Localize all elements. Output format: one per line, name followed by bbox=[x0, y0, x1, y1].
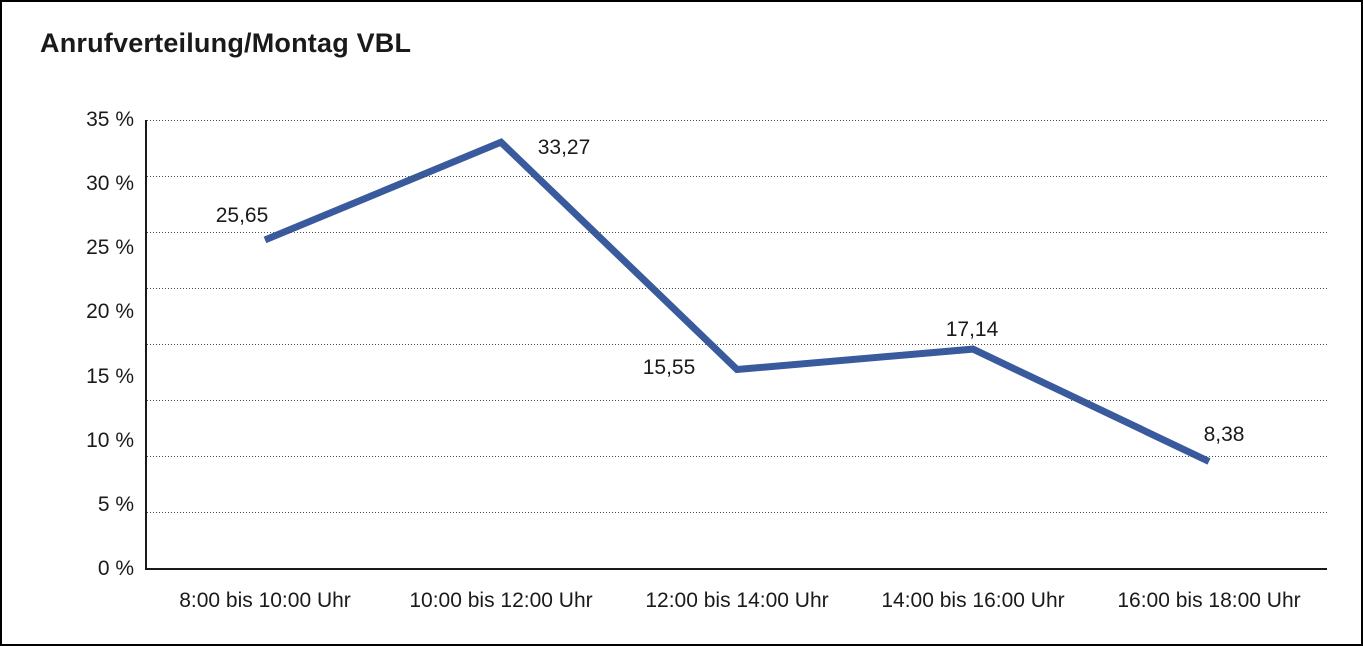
y-axis-tick-label: 10 % bbox=[86, 428, 134, 452]
y-gridline bbox=[147, 400, 1327, 402]
y-gridline bbox=[147, 175, 1327, 177]
y-gridline bbox=[147, 119, 1327, 121]
y-gridline bbox=[147, 456, 1327, 458]
line-series bbox=[263, 138, 1211, 465]
data-point-label: 33,27 bbox=[537, 136, 591, 160]
chart-title: Anrufverteilung/Montag VBL bbox=[40, 28, 412, 58]
x-axis-category-label: 10:00 bis 12:00 Uhr bbox=[409, 589, 593, 612]
plot-area: 25,65 33,27 15,55 17,14 8,38 bbox=[145, 119, 1327, 570]
y-gridline bbox=[147, 512, 1327, 514]
x-axis-category-label: 8:00 bis 10:00 Uhr bbox=[179, 589, 351, 612]
x-axis-category-label: 14:00 bis 16:00 Uhr bbox=[881, 589, 1065, 612]
y-axis-tick-label: 0 % bbox=[97, 557, 134, 580]
y-axis-tick-label: 15 % bbox=[86, 364, 134, 388]
y-gridline bbox=[147, 344, 1327, 345]
data-point-label: 15,55 bbox=[642, 355, 696, 379]
x-axis-category-label: 16:00 bis 18:00 Uhr bbox=[1117, 589, 1301, 612]
y-axis-tick-label: 35 % bbox=[86, 108, 134, 131]
y-axis-tick-label: 25 % bbox=[86, 236, 134, 260]
x-axis-line bbox=[145, 568, 1327, 570]
y-axis-tick-label: 20 % bbox=[86, 300, 134, 324]
data-point-label: 25,65 bbox=[215, 203, 269, 227]
y-axis-tick-label: 30 % bbox=[86, 172, 134, 196]
data-point-label: 8,38 bbox=[1203, 423, 1245, 447]
x-axis-category-label: 12:00 bis 14:00 Uhr bbox=[645, 589, 829, 612]
y-axis-tick-label: 5 % bbox=[97, 492, 134, 516]
data-point-label: 17,14 bbox=[945, 318, 999, 342]
y-gridline bbox=[147, 231, 1327, 233]
y-gridline bbox=[147, 287, 1327, 289]
y-axis-line bbox=[145, 120, 147, 569]
